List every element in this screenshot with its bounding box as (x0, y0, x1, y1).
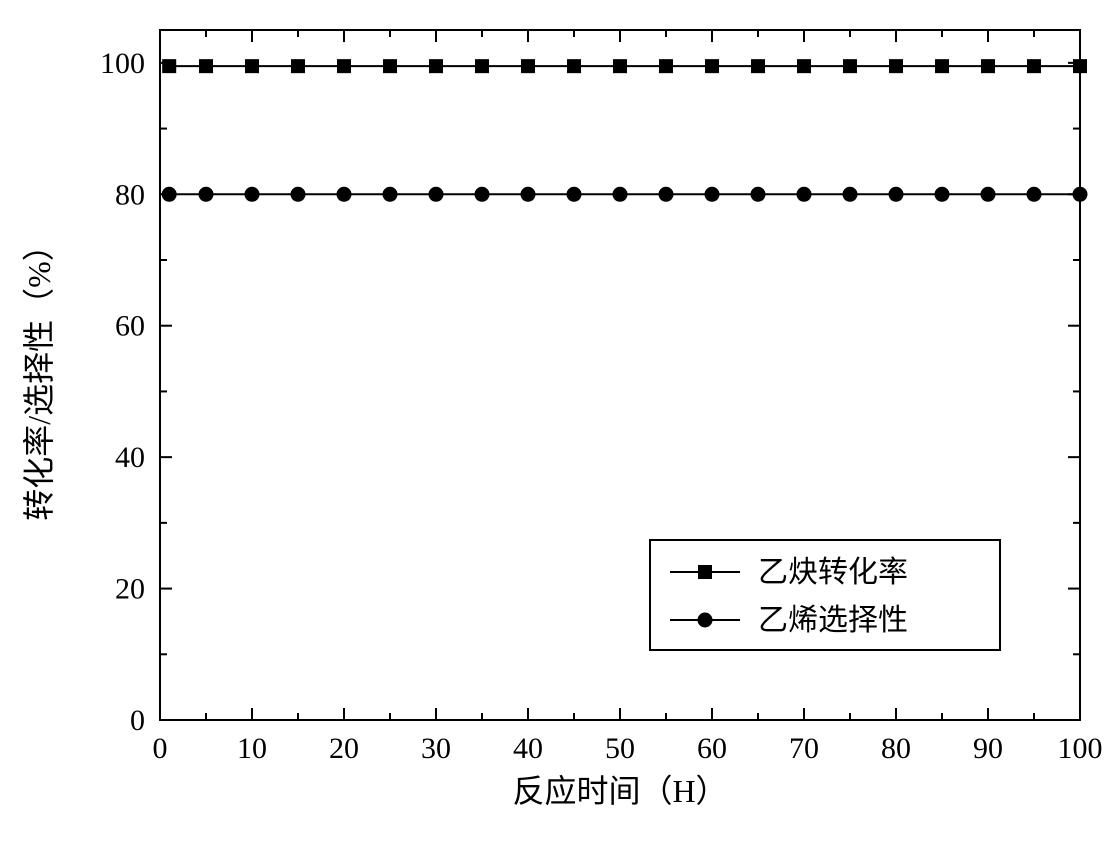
marker-circle (337, 187, 352, 202)
x-tick-label: 40 (513, 732, 543, 765)
marker-square (751, 59, 765, 73)
marker-square (567, 59, 581, 73)
y-tick-label: 60 (115, 310, 145, 343)
marker-circle (245, 187, 260, 202)
chart-svg: 0 10 20 30 40 50 60 70 80 90 100 0 20 40 60 80 100 反应时间（H… (0, 0, 1112, 841)
marker-circle (162, 187, 177, 202)
marker-circle (705, 187, 720, 202)
marker-circle (567, 187, 582, 202)
marker-circle (1073, 187, 1088, 202)
marker-square (429, 59, 443, 73)
marker-circle (521, 187, 536, 202)
x-tick-label: 0 (153, 732, 168, 765)
marker-circle (383, 187, 398, 202)
marker-circle (935, 187, 950, 202)
marker-square (659, 59, 673, 73)
y-tick-label: 80 (115, 178, 145, 211)
marker-square (162, 59, 176, 73)
x-tick-label: 90 (973, 732, 1003, 765)
marker-circle (889, 187, 904, 202)
marker-square (705, 59, 719, 73)
marker-square (797, 59, 811, 73)
marker-circle (1027, 187, 1042, 202)
x-tick-label: 60 (697, 732, 727, 765)
marker-circle (981, 187, 996, 202)
marker-square (245, 59, 259, 73)
marker-square (1073, 59, 1087, 73)
x-tick-label: 70 (789, 732, 819, 765)
marker-square (521, 59, 535, 73)
marker-square (199, 59, 213, 73)
x-tick-label: 30 (421, 732, 451, 765)
y-axis-label: 转化率/选择性（%） (21, 229, 57, 521)
marker-circle (613, 187, 628, 202)
x-tick-label: 50 (605, 732, 635, 765)
marker-circle (199, 187, 214, 202)
marker-circle (698, 613, 713, 628)
legend-label: 乙炔转化率 (758, 556, 908, 589)
marker-square (383, 59, 397, 73)
x-tick-label: 80 (881, 732, 911, 765)
marker-circle (843, 187, 858, 202)
marker-square (613, 59, 627, 73)
marker-square (935, 59, 949, 73)
marker-square (1027, 59, 1041, 73)
y-tick-label: 0 (130, 704, 145, 737)
x-tick-label: 20 (329, 732, 359, 765)
legend-label: 乙烯选择性 (758, 604, 908, 637)
x-axis-label: 反应时间（H） (512, 773, 727, 809)
marker-square (475, 59, 489, 73)
marker-circle (797, 187, 812, 202)
marker-circle (429, 187, 444, 202)
y-tick-label: 40 (115, 441, 145, 474)
marker-circle (659, 187, 674, 202)
y-tick-label: 100 (100, 47, 145, 80)
marker-square (889, 59, 903, 73)
marker-square (337, 59, 351, 73)
marker-square (981, 59, 995, 73)
marker-circle (291, 187, 306, 202)
marker-square (843, 59, 857, 73)
marker-circle (475, 187, 490, 202)
marker-square (291, 59, 305, 73)
marker-square (698, 565, 712, 579)
chart-container: 0 10 20 30 40 50 60 70 80 90 100 0 20 40 60 80 100 反应时间（H… (0, 0, 1112, 841)
x-tick-label: 10 (237, 732, 267, 765)
x-tick-label: 100 (1058, 732, 1103, 765)
y-tick-label: 20 (115, 573, 145, 606)
marker-circle (751, 187, 766, 202)
